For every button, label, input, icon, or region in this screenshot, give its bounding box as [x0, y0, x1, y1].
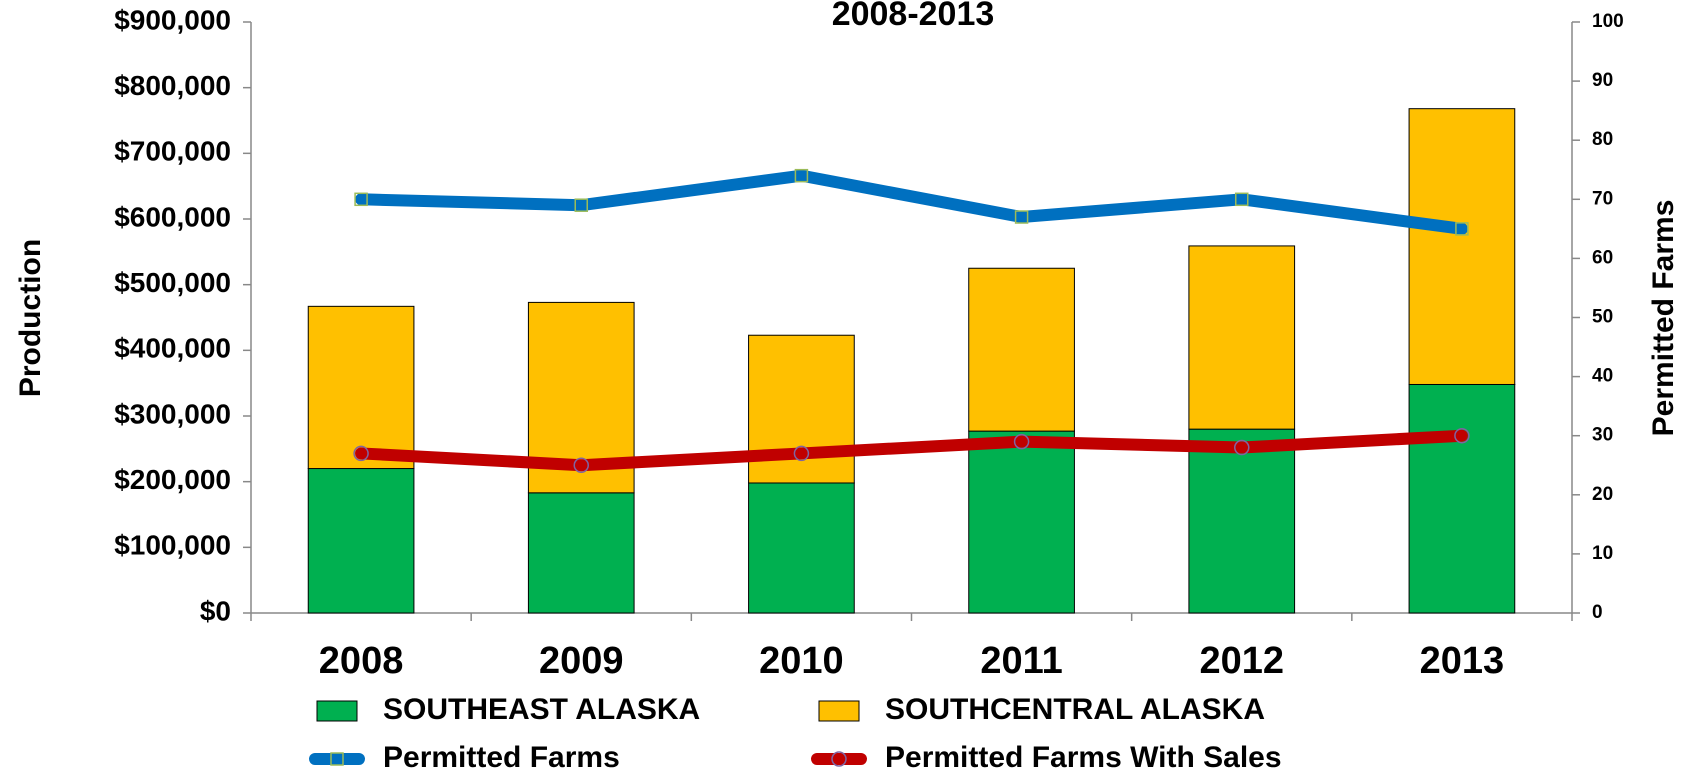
bar: [307, 305, 415, 470]
y-tick-label: $900,000: [114, 4, 231, 35]
y2-tick-label: 70: [1592, 188, 1613, 209]
y-tick-label: $700,000: [114, 136, 231, 167]
line-marker: [1455, 222, 1469, 236]
bar: [1188, 245, 1296, 430]
y-tick-label: $600,000: [114, 201, 231, 232]
y-tick-label: $800,000: [114, 70, 231, 101]
y2-tick-label: 40: [1592, 366, 1613, 387]
y-tick-label: $400,000: [114, 333, 231, 364]
y2-tick-label: 10: [1592, 543, 1613, 564]
legend-label: SOUTHCENTRAL ALASKA: [885, 693, 1265, 726]
line-marker: [573, 457, 589, 473]
y2-tick-label: 90: [1592, 70, 1613, 91]
line-marker: [793, 445, 810, 462]
line-marker: [1234, 439, 1250, 456]
legend-label: SOUTHEAST ALASKA: [383, 693, 700, 726]
x-tick-label: 2008: [319, 640, 404, 682]
bar: [1188, 428, 1296, 614]
legend-label: Permitted Farms With Sales: [885, 741, 1282, 774]
line-marker: [1454, 427, 1470, 444]
bar: [968, 267, 1075, 432]
line-marker: [1013, 433, 1030, 450]
legend-swatch: [818, 700, 860, 722]
y-tick-label: $300,000: [114, 398, 231, 429]
y-axis-label: Production: [14, 239, 47, 397]
bar: [748, 482, 855, 614]
x-tick-label: 2009: [539, 640, 624, 682]
legend-marker: [831, 751, 847, 767]
line-marker: [354, 192, 368, 207]
x-tick-label: 2010: [759, 640, 844, 682]
y-tick-label: $0: [200, 595, 231, 626]
bar: [1408, 383, 1516, 614]
line-marker: [353, 445, 369, 462]
x-tick-label: 2012: [1199, 640, 1284, 682]
line-marker: [1235, 192, 1249, 207]
y2-tick-label: 0: [1592, 602, 1603, 623]
y2-tick-label: 20: [1592, 484, 1613, 505]
legend-marker: [330, 752, 344, 766]
x-tick-label: 2013: [1420, 640, 1505, 682]
line-marker: [1014, 210, 1029, 224]
bar: [527, 492, 635, 614]
y2-axis-label: Permitted Farms: [1647, 200, 1680, 437]
y2-tick-label: 60: [1592, 247, 1613, 268]
bar: [968, 430, 1075, 614]
y2-tick-label: 50: [1592, 307, 1613, 328]
y2-tick-label: 30: [1592, 425, 1613, 446]
y-tick-label: $500,000: [114, 267, 231, 298]
legend-swatch: [316, 700, 358, 722]
legend-label: Permitted Farms: [383, 741, 620, 774]
line-series: [355, 169, 1468, 235]
line-series: [355, 429, 1468, 472]
bar: [1408, 108, 1516, 385]
y2-tick-label: 100: [1592, 11, 1624, 32]
bar: [307, 468, 415, 614]
y-tick-label: $200,000: [114, 464, 231, 495]
x-tick-label: 2011: [980, 640, 1062, 682]
y2-tick-label: 80: [1592, 129, 1613, 150]
y-tick-label: $100,000: [114, 530, 231, 561]
line-marker: [794, 168, 809, 183]
chart-title: 2008-2013: [832, 0, 995, 33]
line-marker: [574, 198, 588, 212]
